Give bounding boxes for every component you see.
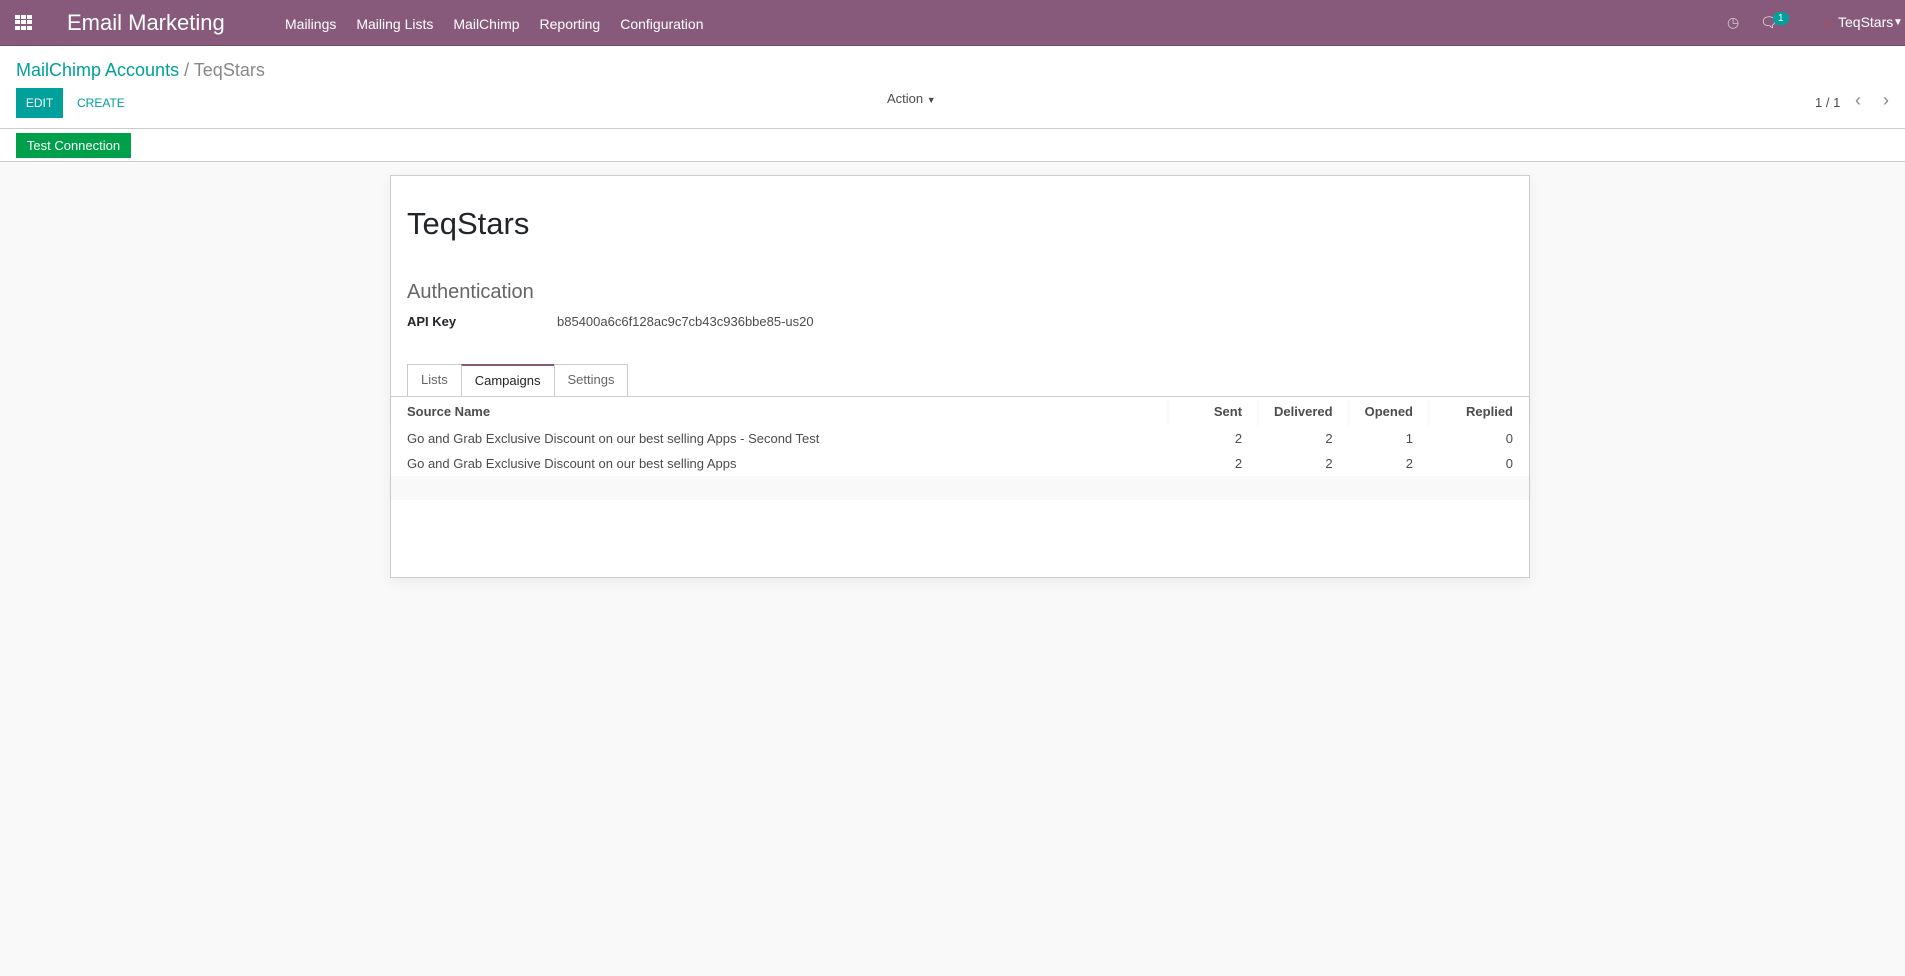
campaigns-table: Source Name Sent Delivered Opened Replie… xyxy=(391,397,1529,500)
cell-source-name: Go and Grab Exclusive Discount on our be… xyxy=(391,451,1169,476)
top-navbar: Email Marketing Mailings Mailing Lists M… xyxy=(0,0,1905,46)
api-key-label: API Key xyxy=(407,314,457,329)
tab-campaigns[interactable]: Campaigns xyxy=(460,364,555,397)
action-dropdown[interactable]: Action ▼ xyxy=(887,91,936,106)
caret-down-icon: ▼ xyxy=(926,95,936,105)
api-key-value: b85400a6c6f128ac9c7cb43c936bbe85-us20 xyxy=(557,314,814,329)
empty-row xyxy=(391,476,1529,500)
tab-divider xyxy=(391,396,1529,397)
cell-opened: 2 xyxy=(1348,451,1429,476)
menu-mailings[interactable]: Mailings xyxy=(285,16,337,32)
column-opened[interactable]: Opened xyxy=(1349,397,1429,426)
main-menu: Mailings Mailing Lists MailChimp Reporti… xyxy=(285,16,704,32)
breadcrumb-separator: / xyxy=(184,60,190,80)
app-title: Email Marketing xyxy=(67,10,225,35)
cell-delivered: 2 xyxy=(1258,426,1349,451)
cell-delivered: 2 xyxy=(1258,451,1349,476)
cell-replied: 0 xyxy=(1429,426,1529,451)
create-button[interactable]: CREATE xyxy=(77,96,125,110)
company-star-icon: ☆ xyxy=(1822,18,1832,30)
divider xyxy=(0,128,1905,129)
column-sent[interactable]: Sent xyxy=(1168,397,1258,426)
chat-count-badge: 1 xyxy=(1773,12,1789,25)
section-heading: Authentication xyxy=(407,281,534,303)
activity-clock-icon[interactable]: ◷ xyxy=(1727,14,1740,30)
cell-opened: 1 xyxy=(1348,426,1429,451)
tab-lists[interactable]: Lists xyxy=(407,364,462,396)
menu-mailing-lists[interactable]: Mailing Lists xyxy=(356,16,434,32)
cell-sent: 2 xyxy=(1168,426,1259,451)
notebook-tabs: Lists Campaigns Settings xyxy=(407,364,629,397)
menu-reporting[interactable]: Reporting xyxy=(539,16,601,32)
cell-replied: 0 xyxy=(1429,451,1529,476)
breadcrumb-parent[interactable]: MailChimp Accounts xyxy=(16,60,180,80)
user-menu[interactable]: TeqStars xyxy=(1838,14,1894,30)
menu-mailchimp[interactable]: MailChimp xyxy=(453,16,520,32)
cell-sent: 2 xyxy=(1168,451,1259,476)
column-delivered[interactable]: Delivered xyxy=(1258,397,1349,426)
column-source-name[interactable]: Source Name xyxy=(391,397,1168,426)
user-caret-icon[interactable]: ▼ xyxy=(1893,17,1903,28)
form-sheet: TeqStars Authentication API Key b85400a6… xyxy=(390,175,1530,578)
record-title: TeqStars xyxy=(407,206,530,241)
action-label: Action xyxy=(887,91,924,106)
apps-grid-icon[interactable] xyxy=(15,15,32,30)
table-row[interactable]: Go and Grab Exclusive Discount on our be… xyxy=(391,426,1529,451)
control-panel: MailChimp Accounts / TeqStars EDIT CREAT… xyxy=(0,46,1905,162)
pager-next-icon[interactable]: › xyxy=(1883,90,1889,110)
table-row[interactable]: Go and Grab Exclusive Discount on our be… xyxy=(391,451,1529,476)
cell-source-name: Go and Grab Exclusive Discount on our be… xyxy=(391,426,1169,451)
breadcrumb: MailChimp Accounts / TeqStars xyxy=(16,60,265,81)
pager-previous-icon[interactable]: ‹ xyxy=(1855,90,1861,110)
pager-value[interactable]: 1 / 1 xyxy=(1815,95,1841,110)
edit-button[interactable]: EDIT xyxy=(16,88,63,118)
column-replied[interactable]: Replied xyxy=(1429,397,1529,426)
tab-settings[interactable]: Settings xyxy=(553,364,629,396)
breadcrumb-current: TeqStars xyxy=(193,60,265,80)
test-connection-button[interactable]: Test Connection xyxy=(16,133,131,158)
menu-configuration[interactable]: Configuration xyxy=(620,16,704,32)
